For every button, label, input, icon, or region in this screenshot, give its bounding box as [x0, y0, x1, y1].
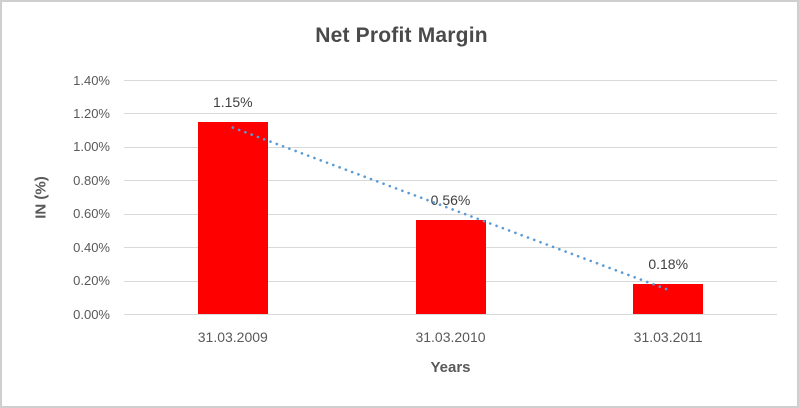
x-axis-title: Years	[430, 359, 471, 376]
y-tick-label: 1.40%	[73, 72, 110, 88]
bar-data-label: 1.15%	[212, 93, 253, 110]
x-category-label: 31.03.2011	[633, 329, 703, 345]
y-tick-label: 1.20%	[73, 105, 110, 121]
chart-title: Net Profit Margin	[315, 24, 488, 47]
gridline	[124, 80, 777, 81]
bar-data-label: 0.56%	[430, 192, 471, 209]
y-tick-label: 0.40%	[73, 239, 110, 255]
gridline	[124, 113, 777, 115]
y-tick-label: 0.80%	[73, 172, 110, 188]
bar-31.03.2011	[633, 283, 704, 314]
x-category-label: 31.03.2009	[197, 329, 268, 345]
y-tick-label: 1.00%	[73, 139, 110, 155]
gridline	[124, 314, 777, 315]
y-tick-label: 0.60%	[73, 206, 110, 222]
x-category-label: 31.03.2010	[415, 329, 486, 345]
bar-31.03.2010	[415, 220, 486, 314]
bar-data-label: 0.18%	[648, 255, 689, 272]
y-tick-label: 0.20%	[73, 273, 110, 289]
y-tick-label: 0.00%	[73, 306, 110, 322]
bar-31.03.2009	[197, 121, 268, 314]
y-axis-title: IN (%)	[32, 176, 50, 219]
